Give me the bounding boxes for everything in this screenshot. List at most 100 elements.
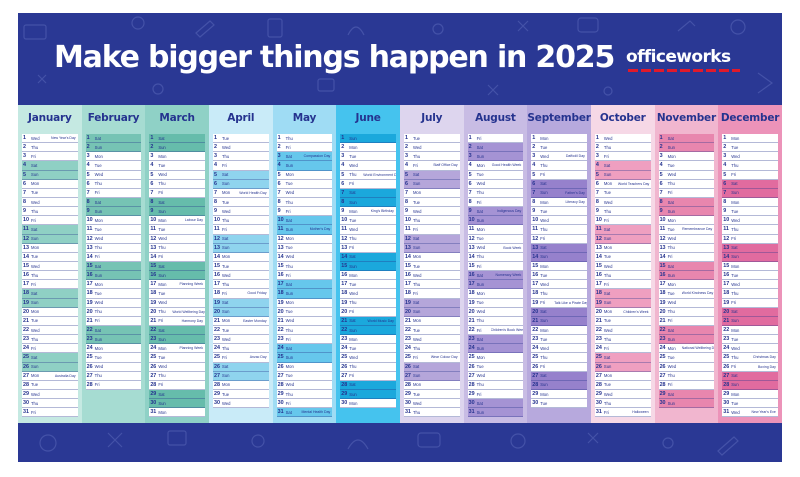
day-number: 11 [595,226,602,233]
day-of-week: Wed [476,245,486,251]
day-of-week: Sat [603,354,611,360]
day-of-week: Thu [667,373,675,379]
day-row: 27 Thu [85,371,142,381]
day-of-week: Tue [31,254,39,260]
day-of-week: Mon [221,254,231,260]
day-number: 15 [532,263,539,270]
month-days: 1 Thu 2 Fri 3 Sat Compassion Day 4 Sun 5 Mon 6 Tue 7 W… [276,134,333,418]
day-number: 15 [659,263,666,270]
day-row: 13 Thu [658,243,715,253]
day-number: 13 [213,244,220,251]
day-of-week: Thu [412,217,421,223]
day-of-week: Sat [476,144,483,150]
day-row: 23 Thu [22,335,78,345]
day-of-week: Thu [731,226,739,232]
day-number: 17 [532,281,539,288]
day-number: 27 [213,372,220,379]
day-row: 18 Mon [467,289,524,299]
day-of-week: Wed [221,144,231,150]
day-row: 8 Mon Literacy Day [531,197,587,208]
day-row: 20 Fri [340,307,396,317]
day-row: 19 Wed [85,298,142,308]
day-of-week: Tue [94,290,102,296]
day-row: 26 Fri Boxing Day [722,362,778,372]
day-of-week: Sun [158,144,166,150]
day-of-week: Thu [540,290,548,296]
day-number: 21 [150,317,157,324]
day-of-week: Fri [731,364,737,370]
day-number: 20 [468,308,475,315]
day-of-week: Thu [31,400,39,406]
day-row: 18 Thu [722,289,778,299]
day-row: 25 Sat [594,353,651,363]
day-number: 22 [595,327,602,334]
day-number: 27 [659,372,666,379]
day-row: 1 Fri [467,134,524,144]
day-of-week: Tue [221,199,230,205]
day-of-week: Mon [94,345,103,351]
day-row: 14 Mon [403,252,460,262]
day-row: 2 Sun [658,143,715,153]
day-number: 5 [723,171,727,178]
day-number: 1 [213,135,217,142]
day-number: 19 [23,299,29,306]
day-row: 28 Tue [22,380,78,390]
day-of-week: Wed [603,135,613,141]
day-of-week: Sat [540,245,547,251]
day-number: 18 [341,290,348,297]
day-number: 4 [595,162,599,169]
day-number: 18 [532,290,539,297]
day-of-week: Sun [540,190,548,196]
day-of-week: Sat [667,391,674,397]
day-of-week: Sat [349,254,356,260]
day-of-week: Sat [94,263,101,269]
day-number: 4 [341,162,345,169]
day-number: 19 [86,299,93,306]
day-number: 21 [532,317,539,324]
day-row: 23 Tue [531,335,587,345]
day-of-week: Fri [158,318,164,324]
day-of-week: Wed [221,400,231,406]
month-days: 1 Mon 2 Tue 3 Wed Daffodil Day 4 Thu 5 Fri 6 Sat 7 Sun… [531,134,587,409]
day-number: 24 [86,345,93,352]
day-of-week: Tue [476,300,484,306]
day-number: 20 [86,308,93,315]
day-of-week: Sat [667,135,674,141]
day-row: 1 Mon [722,134,778,144]
day-number: 5 [86,171,90,178]
day-number: 9 [595,208,599,215]
day-row: 5 Mon [276,170,333,180]
day-number: 23 [213,336,220,343]
day-of-week: Sat [540,181,547,187]
day-number: 7 [532,189,536,196]
day-of-week: Sun [667,336,676,342]
day-number: 17 [723,281,730,288]
day-of-week: Fri [540,300,546,306]
day-of-week: Sun [349,199,357,205]
day-number: 6 [595,180,599,187]
day-row: 27 Sat [722,371,778,381]
day-row: 15 Mon [531,261,587,272]
day-number: 17 [341,281,348,288]
day-row: 30 Wed [212,399,269,409]
day-number: 22 [277,327,284,334]
day-of-week: Mon [349,336,358,342]
day-row: 20 Tue [276,307,333,317]
day-row: 6 Thu [85,179,142,189]
day-of-week: Mon [94,153,103,159]
day-number: 3 [277,153,281,160]
day-row: 29 Wed [22,389,78,400]
day-number: 22 [150,327,157,334]
day-number: 19 [468,299,475,306]
day-number: 2 [86,144,90,151]
day-of-week: Fri [412,354,418,360]
day-of-week: Mon [158,345,167,351]
day-row: 23 Wed [403,335,460,345]
day-event: Easter Monday [243,318,267,323]
day-row: 26 Sat [403,362,460,372]
month-column-december: December 1 Mon 2 Tue 3 Wed 4 Thu 5 Fri 6 Sat 7 Sun 8 Mon… [718,105,782,423]
day-of-week: Wed [158,364,167,370]
day-number: 6 [277,180,281,187]
day-of-week: Sat [412,364,420,370]
day-row: 5 Sat [403,170,460,180]
